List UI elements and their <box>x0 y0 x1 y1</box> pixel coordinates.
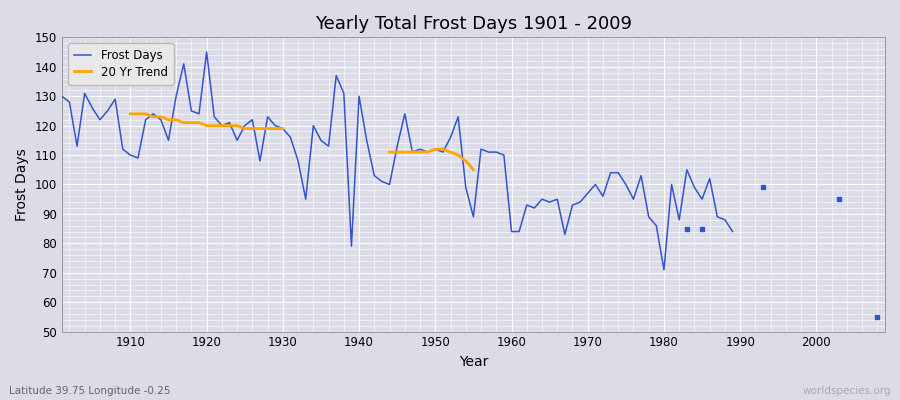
20 Yr Trend <box>163 117 174 122</box>
Frost Days <box>140 117 151 122</box>
Frost Days <box>407 150 418 154</box>
Frost Days <box>202 50 212 54</box>
Frost Days <box>57 94 68 98</box>
Text: worldspecies.org: worldspecies.org <box>803 386 891 396</box>
20 Yr Trend <box>148 114 158 119</box>
20 Yr Trend <box>239 126 250 131</box>
Frost Days <box>659 267 670 272</box>
Line: 20 Yr Trend: 20 Yr Trend <box>130 114 283 128</box>
Legend: Frost Days, 20 Yr Trend: Frost Days, 20 Yr Trend <box>68 43 174 84</box>
Title: Yearly Total Frost Days 1901 - 2009: Yearly Total Frost Days 1901 - 2009 <box>315 15 632 33</box>
20 Yr Trend <box>202 123 212 128</box>
Frost Days <box>323 144 334 149</box>
Frost Days <box>194 112 204 116</box>
20 Yr Trend <box>217 123 228 128</box>
20 Yr Trend <box>171 117 182 122</box>
20 Yr Trend <box>156 114 166 119</box>
20 Yr Trend <box>255 126 266 131</box>
20 Yr Trend <box>178 120 189 125</box>
20 Yr Trend <box>186 120 197 125</box>
Y-axis label: Frost Days: Frost Days <box>15 148 29 221</box>
20 Yr Trend <box>132 112 143 116</box>
20 Yr Trend <box>231 123 242 128</box>
20 Yr Trend <box>270 126 281 131</box>
20 Yr Trend <box>277 126 288 131</box>
Frost Days <box>727 229 738 234</box>
Frost Days <box>666 182 677 187</box>
20 Yr Trend <box>140 112 151 116</box>
20 Yr Trend <box>247 126 257 131</box>
20 Yr Trend <box>262 126 273 131</box>
Frost Days <box>125 153 136 158</box>
20 Yr Trend <box>209 123 220 128</box>
X-axis label: Year: Year <box>459 355 488 369</box>
20 Yr Trend <box>125 112 136 116</box>
Line: Frost Days: Frost Days <box>62 52 733 270</box>
20 Yr Trend <box>194 120 204 125</box>
20 Yr Trend <box>224 123 235 128</box>
Text: Latitude 39.75 Longitude -0.25: Latitude 39.75 Longitude -0.25 <box>9 386 170 396</box>
